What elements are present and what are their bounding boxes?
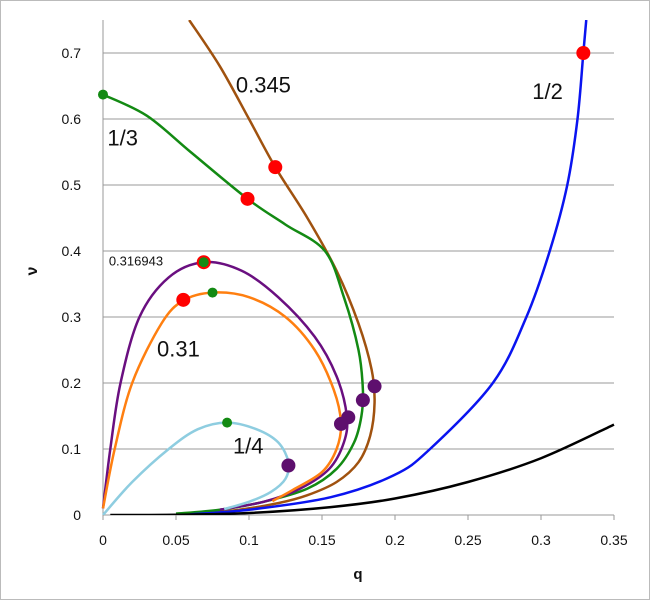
x-tick-label: 0.15 (308, 532, 335, 548)
curve-label: 0.345 (236, 73, 291, 98)
data-point (207, 287, 218, 298)
data-point (222, 417, 233, 428)
x-tick-label: 0.3 (531, 532, 551, 548)
y-tick-label: 0.7 (62, 45, 82, 61)
data-point (98, 89, 108, 100)
data-point (367, 379, 382, 394)
data-point (176, 292, 191, 307)
y-tick-label: 0.1 (62, 441, 82, 457)
series-line-0.31 (101, 291, 343, 509)
curve-label: 1/4 (233, 434, 264, 459)
data-point (198, 257, 209, 268)
y-tick-label: 0 (73, 507, 81, 523)
y-tick-label: 0.3 (62, 309, 82, 325)
curve-label: 1/3 (107, 125, 138, 150)
curve-label: 1/2 (532, 79, 563, 104)
y-axis-label: ν (24, 266, 41, 275)
curve-label: 0.316943 (109, 254, 163, 269)
y-tick-label: 0.4 (62, 243, 82, 259)
x-axis-label: q (353, 566, 362, 583)
series-line-1-4 (102, 421, 291, 515)
data-point (576, 46, 591, 60)
data-point (268, 160, 283, 175)
series-line-1-3 (102, 93, 365, 515)
series-line-black (110, 423, 615, 515)
y-tick-label: 0.6 (62, 111, 82, 127)
data-point (240, 191, 255, 206)
series-line-1-2 (190, 20, 588, 515)
x-tick-label: 0.2 (385, 532, 405, 548)
x-tick-label: 0.35 (600, 532, 627, 548)
curve-label: 0.31 (157, 337, 200, 362)
data-point (355, 393, 370, 408)
y-tick-label: 0.5 (62, 177, 82, 193)
x-tick-label: 0.05 (162, 532, 189, 548)
x-tick-label: 0.1 (239, 532, 259, 548)
x-tick-label: 0 (99, 532, 107, 548)
x-tick-label: 0.25 (454, 532, 481, 548)
series-line-0.316943 (101, 260, 349, 511)
data-point (333, 416, 348, 431)
y-tick-label: 0.2 (62, 375, 82, 391)
data-point (281, 458, 296, 473)
